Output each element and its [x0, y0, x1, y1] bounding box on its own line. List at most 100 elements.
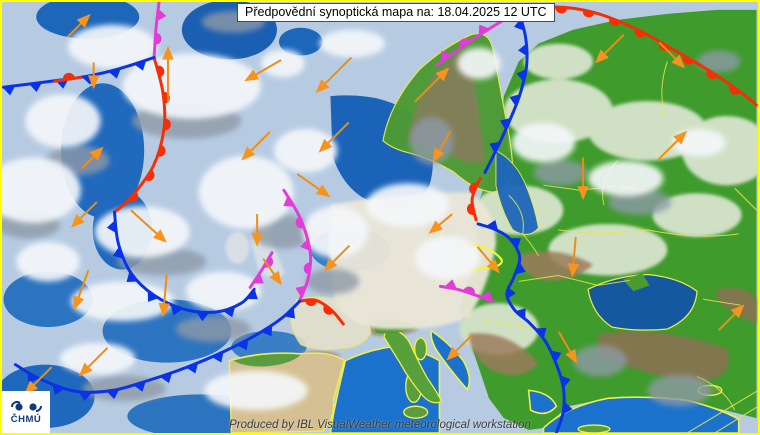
iberia-north-green: [233, 353, 301, 367]
wind-arrow-icon: [66, 13, 91, 38]
front-marker: [236, 339, 249, 351]
front-marker: [463, 286, 475, 295]
front-marker: [106, 389, 120, 400]
front-marker: [211, 351, 224, 363]
front-marker: [634, 28, 646, 38]
central-europe-cloudland: [328, 192, 496, 330]
wind-arrow-icon: [557, 331, 578, 364]
wind-arrow-icon: [476, 246, 500, 274]
wind-arrow-icon: [318, 121, 350, 153]
cold-front-line: [112, 210, 256, 314]
land-italy: [383, 328, 443, 404]
front-marker: [706, 69, 718, 80]
wind-arrow-icon: [577, 157, 589, 201]
front-marker: [489, 141, 501, 154]
front-marker: [444, 279, 458, 290]
map-title: Předpovědní synoptická mapa na: 18.04.20…: [237, 3, 555, 22]
wind-arrow-icon: [658, 41, 686, 69]
occluded-front-line: [438, 284, 495, 303]
front-marker: [133, 381, 146, 392]
occluded-front-line: [248, 251, 274, 289]
wind-arrow-icon: [717, 304, 745, 331]
chmu-logo-icon: [11, 400, 42, 412]
wind-arrow-icon: [87, 62, 100, 90]
cold-front-line: [476, 222, 566, 433]
wind-arrow-icon: [262, 258, 282, 286]
country-borders: [478, 61, 741, 411]
front-marker: [560, 375, 571, 388]
credit-text: Produced by IBL VisualWeather meteorolog…: [229, 419, 531, 431]
wind-arrow-icon: [158, 274, 170, 318]
wind-arrow-icon: [24, 366, 53, 395]
front-marker: [514, 262, 526, 275]
chmu-logo-text: ČHMÚ: [10, 413, 42, 425]
front-marker: [303, 262, 311, 275]
chmu-logo: ČHMÚ: [2, 391, 50, 433]
front-marker: [223, 306, 236, 318]
front-marker: [147, 290, 159, 302]
front-marker: [106, 220, 117, 234]
front-marker: [582, 9, 595, 18]
wind-arrow-icon: [70, 201, 98, 228]
front-marker: [170, 304, 183, 316]
wind-arrow-icon: [657, 130, 688, 161]
front-marker: [156, 8, 167, 22]
front-marker: [252, 272, 264, 284]
front-marker: [300, 238, 311, 252]
front-marker: [441, 50, 452, 62]
wind-arrow-icon: [296, 173, 331, 198]
front-marker: [108, 68, 121, 79]
graticule-lines: [686, 187, 757, 433]
wind-arrow-icon: [323, 244, 351, 272]
front-marker: [156, 65, 165, 78]
wind-arrow-icon: [428, 213, 453, 234]
front-marker: [562, 401, 573, 415]
baltic-sea: [495, 149, 540, 235]
front-marker: [466, 203, 475, 215]
front-marker: [62, 72, 75, 81]
front-marker: [154, 32, 162, 45]
warm-front-line: [470, 176, 482, 222]
front-marker: [27, 372, 39, 384]
wind-arrow-icon: [241, 131, 271, 161]
wind-arrow-icon: [73, 269, 90, 311]
front-marker: [729, 84, 741, 95]
front-marker: [469, 182, 478, 195]
front-marker: [134, 60, 147, 71]
front-marker: [186, 362, 199, 374]
warm-front-line: [112, 55, 167, 214]
wind-arrow-icon: [81, 146, 104, 170]
front-marker: [196, 311, 210, 322]
wind-arrow-icon: [595, 34, 625, 64]
wind-arrow-icon: [130, 209, 167, 243]
front-marker: [283, 195, 295, 207]
front-marker: [550, 350, 562, 363]
front-marker: [515, 308, 526, 320]
front-marker: [145, 169, 155, 182]
front-marker: [263, 256, 274, 268]
front-marker: [295, 285, 307, 298]
front-marker: [506, 286, 516, 300]
front-marker: [2, 85, 16, 96]
front-marker: [246, 288, 258, 300]
front-marker: [518, 43, 528, 57]
wind-arrow-icon: [162, 45, 174, 103]
front-marker: [458, 38, 470, 48]
wind-arrow-icon: [244, 59, 282, 82]
wind-arrow-icon: [315, 56, 353, 94]
front-marker: [29, 82, 42, 93]
front-marker: [128, 191, 139, 203]
front-marker: [323, 304, 335, 315]
front-marker: [305, 299, 318, 306]
occluded-front-line: [152, 2, 161, 59]
front-marker: [52, 384, 65, 395]
front-marker: [295, 216, 305, 229]
wind-arrow-icon: [251, 214, 263, 247]
front-marker: [284, 307, 296, 319]
front-marker: [261, 325, 273, 337]
wind-arrow-icon: [414, 67, 450, 103]
front-marker: [609, 17, 621, 26]
crimea: [622, 273, 650, 292]
